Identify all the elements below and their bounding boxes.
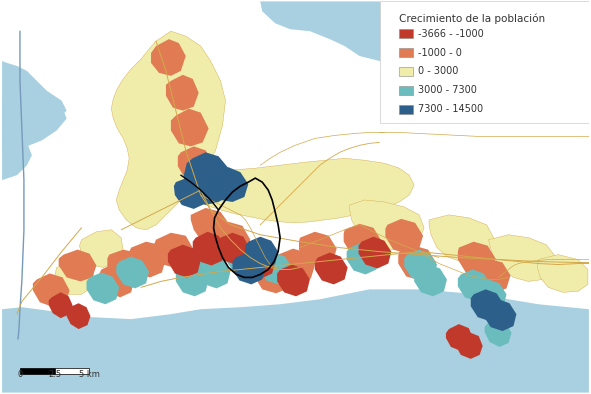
Text: 2.5: 2.5	[48, 370, 61, 379]
Polygon shape	[116, 256, 149, 288]
Text: 5 km: 5 km	[79, 370, 100, 379]
Polygon shape	[456, 332, 483, 359]
Polygon shape	[259, 253, 292, 284]
Polygon shape	[48, 292, 73, 318]
Polygon shape	[398, 245, 436, 281]
Polygon shape	[186, 158, 414, 223]
Polygon shape	[213, 222, 251, 258]
Polygon shape	[178, 146, 213, 182]
Polygon shape	[315, 253, 348, 284]
Polygon shape	[55, 262, 93, 294]
Bar	[400, 67, 413, 76]
Polygon shape	[299, 232, 337, 266]
Text: 3000 - 7300: 3000 - 7300	[418, 85, 477, 95]
Polygon shape	[191, 208, 230, 245]
Text: 0 - 3000: 0 - 3000	[418, 67, 459, 76]
Polygon shape	[414, 264, 447, 296]
Polygon shape	[198, 256, 230, 288]
Polygon shape	[235, 242, 272, 277]
Polygon shape	[537, 255, 588, 292]
Polygon shape	[458, 242, 496, 277]
Polygon shape	[59, 250, 96, 281]
Text: -3666 - -1000: -3666 - -1000	[418, 29, 484, 39]
Polygon shape	[2, 61, 67, 130]
Polygon shape	[343, 224, 381, 258]
Polygon shape	[245, 237, 278, 268]
Polygon shape	[86, 273, 119, 304]
Polygon shape	[260, 2, 409, 61]
Polygon shape	[210, 167, 248, 202]
Text: Crecimiento de la población: Crecimiento de la población	[400, 13, 545, 24]
FancyBboxPatch shape	[381, 2, 589, 123]
Polygon shape	[176, 264, 209, 296]
Text: 0: 0	[17, 370, 22, 379]
Polygon shape	[458, 269, 491, 301]
Bar	[400, 105, 413, 113]
Polygon shape	[129, 242, 166, 277]
Polygon shape	[33, 273, 70, 307]
Polygon shape	[385, 219, 423, 254]
Polygon shape	[193, 232, 226, 266]
Polygon shape	[2, 96, 67, 151]
Polygon shape	[184, 152, 235, 205]
Bar	[400, 48, 413, 57]
Polygon shape	[232, 253, 265, 284]
Polygon shape	[471, 289, 504, 321]
Polygon shape	[99, 264, 134, 297]
Text: 7300 - 14500: 7300 - 14500	[418, 104, 483, 114]
Polygon shape	[171, 109, 209, 146]
Bar	[400, 29, 413, 38]
Polygon shape	[254, 258, 292, 293]
Bar	[400, 86, 413, 95]
Polygon shape	[347, 243, 379, 275]
Polygon shape	[277, 249, 315, 283]
Polygon shape	[359, 237, 391, 268]
Polygon shape	[80, 230, 123, 268]
Polygon shape	[154, 233, 194, 268]
Polygon shape	[67, 303, 90, 329]
Polygon shape	[483, 299, 517, 331]
Polygon shape	[2, 121, 32, 180]
Polygon shape	[489, 235, 556, 281]
Bar	[55, 368, 89, 374]
Polygon shape	[174, 177, 207, 209]
Polygon shape	[350, 200, 424, 250]
Polygon shape	[108, 250, 143, 283]
Polygon shape	[168, 245, 201, 277]
Polygon shape	[151, 39, 186, 76]
Bar	[20, 368, 55, 374]
Polygon shape	[485, 319, 511, 347]
Polygon shape	[242, 247, 275, 279]
Polygon shape	[217, 233, 249, 264]
Polygon shape	[111, 31, 226, 230]
Polygon shape	[404, 250, 437, 281]
Polygon shape	[2, 289, 589, 392]
Polygon shape	[226, 243, 258, 275]
Polygon shape	[429, 215, 493, 262]
Polygon shape	[473, 258, 511, 293]
Polygon shape	[446, 324, 473, 351]
Text: -1000 - 0: -1000 - 0	[418, 48, 462, 58]
Polygon shape	[474, 279, 506, 311]
Polygon shape	[277, 264, 310, 296]
Polygon shape	[166, 75, 199, 111]
